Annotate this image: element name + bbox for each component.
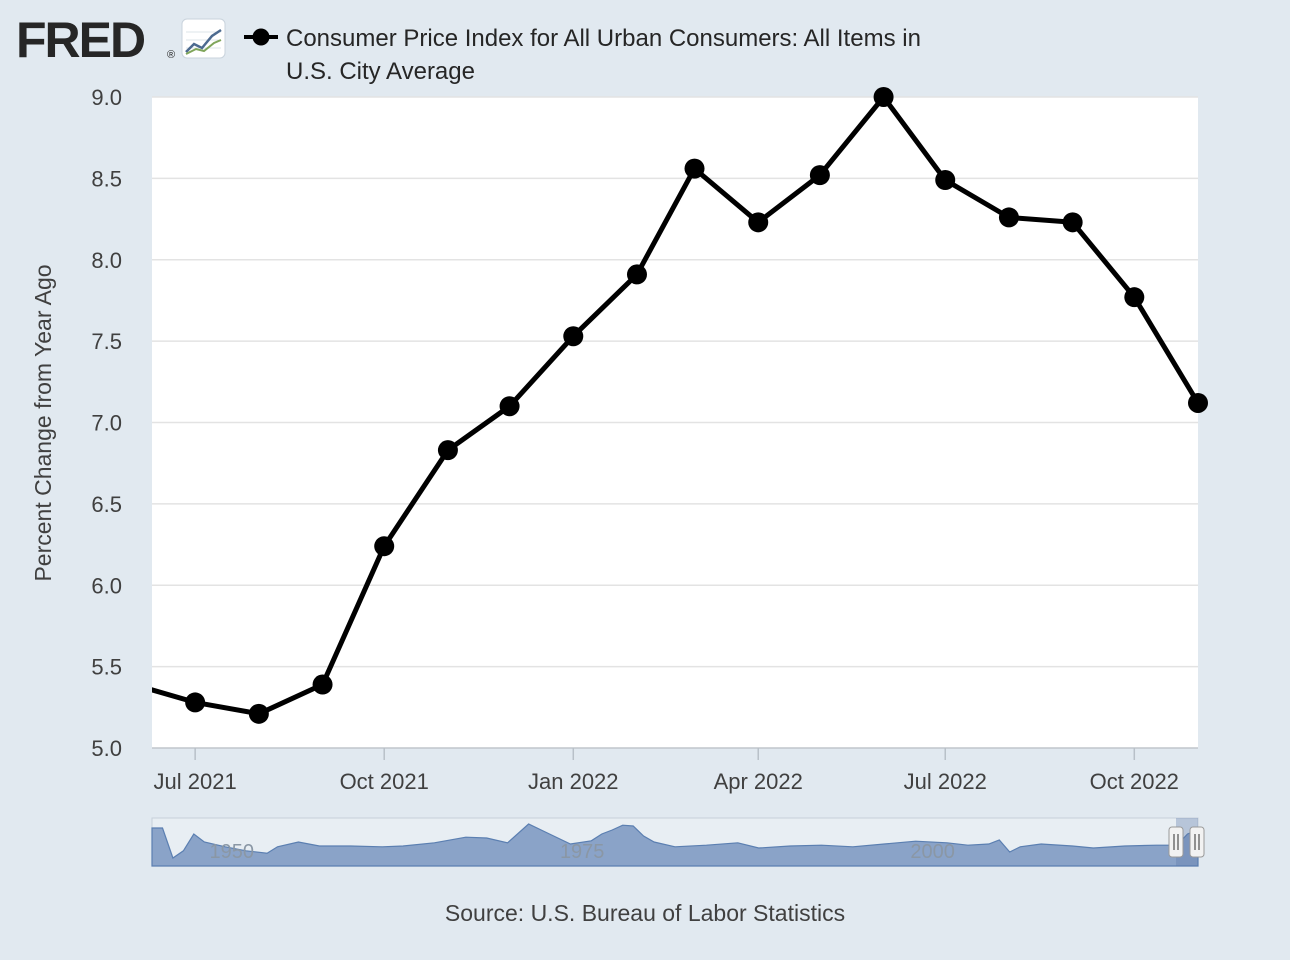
data-point[interactable] bbox=[185, 692, 206, 713]
legend-line-marker-icon bbox=[244, 28, 278, 46]
fred-chart-icon bbox=[181, 18, 226, 59]
data-point[interactable] bbox=[1124, 287, 1145, 308]
x-tick-label: Jul 2021 bbox=[154, 769, 237, 794]
series-line bbox=[152, 94, 1201, 717]
data-point[interactable] bbox=[873, 87, 894, 107]
x-tick-label: Jan 2022 bbox=[528, 769, 619, 794]
navigator[interactable]: 1950 1975 2000 bbox=[151, 817, 1205, 867]
navigator-year-label: 1950 bbox=[210, 841, 255, 863]
y-tick-label: 5.5 bbox=[91, 655, 122, 680]
y-axis-label: Percent Change from Year Ago bbox=[30, 264, 56, 581]
chart-legend[interactable]: Consumer Price Index for All Urban Consu… bbox=[244, 22, 964, 88]
fred-logo[interactable]: FRED ® bbox=[16, 12, 230, 68]
y-tick-label: 7.0 bbox=[91, 411, 122, 436]
data-point[interactable] bbox=[1188, 392, 1208, 413]
y-tick-label: 8.0 bbox=[91, 248, 122, 273]
data-point[interactable] bbox=[437, 440, 458, 461]
legend-label: Consumer Price Index for All Urban Consu… bbox=[286, 25, 921, 85]
data-point[interactable] bbox=[748, 212, 769, 233]
data-point[interactable] bbox=[374, 536, 395, 557]
y-tick-label: 6.0 bbox=[91, 573, 122, 598]
data-point[interactable] bbox=[809, 165, 830, 186]
y-tick-labels: 9.0 8.5 8.0 7.5 7.0 6.5 6.0 5.5 5.0 bbox=[91, 85, 122, 761]
series-layer bbox=[152, 87, 1208, 724]
data-point[interactable] bbox=[626, 264, 647, 285]
navigator-year-labels: 1950 1975 2000 bbox=[210, 841, 955, 863]
data-point[interactable] bbox=[935, 170, 956, 191]
x-tick-labels: Jul 2021 Oct 2021 Jan 2022 Apr 2022 Jul 2022… bbox=[154, 748, 1179, 794]
x-tick-label: Oct 2021 bbox=[340, 769, 429, 794]
data-point[interactable] bbox=[499, 396, 520, 417]
x-tick-label: Apr 2022 bbox=[714, 769, 803, 794]
fred-logo-text: FRED bbox=[16, 16, 145, 62]
y-tick-label: 9.0 bbox=[91, 85, 122, 110]
data-point[interactable] bbox=[684, 158, 705, 179]
data-point[interactable] bbox=[312, 674, 333, 695]
navigator-year-label: 2000 bbox=[910, 841, 955, 863]
y-tick-label: 8.5 bbox=[91, 166, 122, 191]
data-point[interactable] bbox=[1062, 212, 1083, 233]
y-tick-label: 5.0 bbox=[91, 736, 122, 761]
data-point[interactable] bbox=[248, 703, 269, 724]
x-tick-label: Oct 2022 bbox=[1090, 769, 1179, 794]
data-point[interactable] bbox=[563, 326, 584, 347]
navigator-series-area bbox=[151, 823, 1199, 867]
registered-mark: ® bbox=[167, 49, 175, 61]
x-tick-label: Jul 2022 bbox=[904, 769, 987, 794]
handle-left-icon[interactable] bbox=[1168, 826, 1184, 858]
y-tick-label: 6.5 bbox=[91, 492, 122, 517]
source-note: Source: U.S. Bureau of Labor Statistics bbox=[444, 900, 846, 926]
grid-lines bbox=[152, 96, 1198, 749]
data-point[interactable] bbox=[998, 207, 1019, 228]
handle-right-icon[interactable] bbox=[1189, 826, 1205, 858]
navigator-year-label: 1975 bbox=[560, 841, 605, 863]
y-tick-label: 7.5 bbox=[91, 329, 122, 354]
